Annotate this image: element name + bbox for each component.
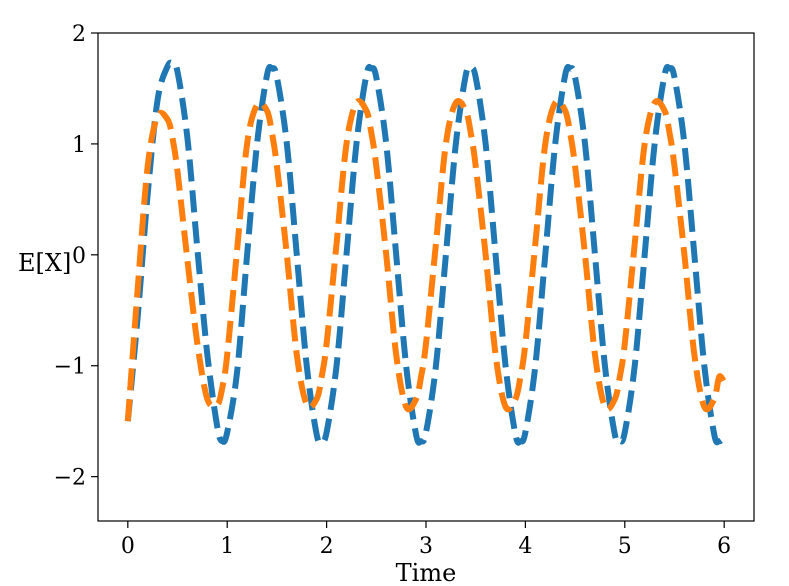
- y-tick-label: 1: [72, 133, 86, 158]
- y-tick-label: −1: [54, 355, 86, 380]
- series-layer: [124, 59, 727, 446]
- x-tick-label: 5: [618, 534, 632, 559]
- x-axis-title: Time: [396, 559, 457, 586]
- y-tick-label: 2: [72, 22, 86, 47]
- x-tick-label: 3: [419, 534, 433, 559]
- series-line-2: [124, 98, 727, 422]
- plot-frame: [97, 32, 755, 522]
- x-tick-label: 0: [121, 534, 135, 559]
- x-tick-label: 6: [717, 534, 731, 559]
- x-tick-label: 1: [220, 534, 234, 559]
- x-tick-label: 4: [518, 534, 532, 559]
- y-tick-label: 0: [72, 244, 86, 269]
- x-tick-label: 2: [320, 534, 334, 559]
- series-line-1: [124, 59, 727, 446]
- y-axis-title: E[X]: [18, 249, 71, 277]
- ticks-layer: 0 1 2 3 4 5 6 −2 −1 0 1 2: [54, 22, 732, 559]
- y-tick-label: −2: [54, 466, 86, 491]
